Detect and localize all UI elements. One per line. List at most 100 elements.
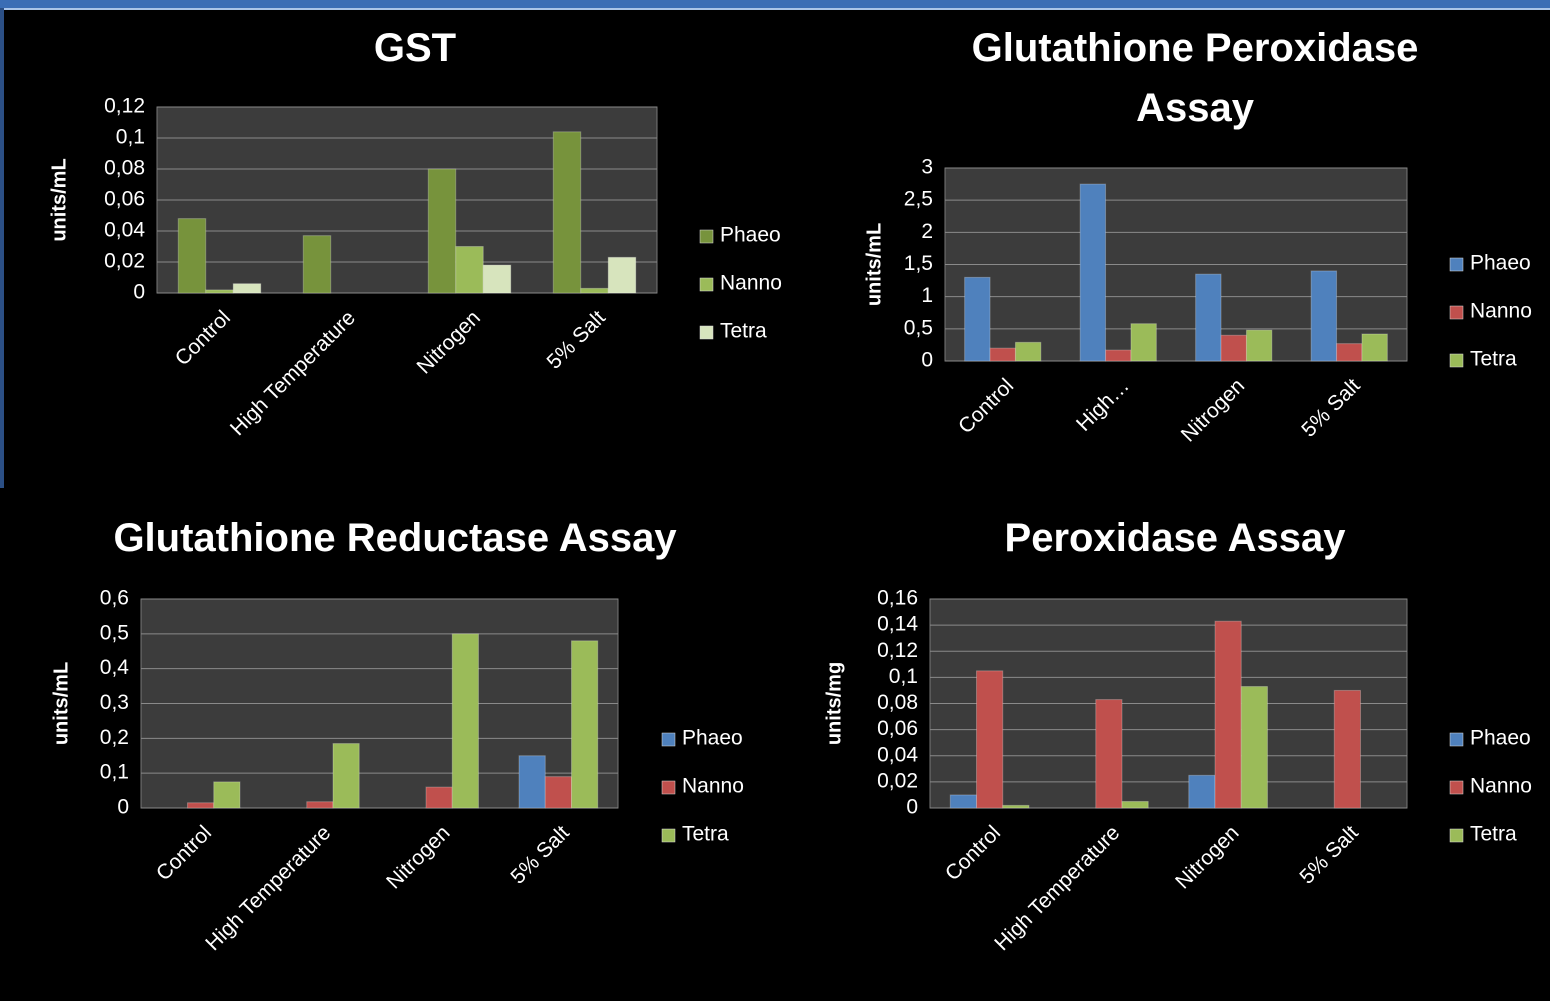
x-tick-label: Control — [152, 821, 216, 885]
bar — [427, 168, 457, 294]
bar — [187, 802, 215, 809]
legend-swatch — [661, 780, 676, 795]
bar — [518, 755, 546, 809]
x-tick-label: Nitrogen — [1177, 374, 1249, 446]
bar — [1361, 333, 1388, 362]
bar — [1310, 270, 1338, 362]
x-tick-label: Nitrogen — [382, 821, 454, 893]
y-tick-label: 2,5 — [904, 188, 933, 211]
legend-swatch — [699, 229, 714, 244]
x-tick-label: High Temperature — [226, 306, 360, 440]
x-tick-label: Nitrogen — [1171, 821, 1243, 893]
y-tick-label: 0,02 — [104, 250, 145, 273]
bar — [964, 276, 991, 362]
x-tick-label: 5% Salt — [1297, 374, 1365, 442]
legend-label: Nanno — [682, 775, 744, 798]
legend-swatch — [661, 828, 676, 843]
y-tick-label: 2 — [921, 220, 933, 243]
bar — [482, 264, 512, 294]
legend-label: Nanno — [720, 272, 782, 295]
bar — [1121, 800, 1149, 809]
y-tick-label: 0,06 — [877, 717, 918, 740]
y-axis-label: units/mL — [863, 223, 885, 306]
legend-label: Tetra — [682, 823, 729, 846]
x-tick-label: High Temperature — [201, 821, 335, 955]
y-tick-label: 0,04 — [877, 743, 918, 766]
x-tick-label: Control — [941, 821, 1005, 885]
bar — [976, 670, 1004, 809]
bar — [1095, 699, 1123, 809]
legend-label: Phaeo — [1470, 252, 1531, 275]
bar — [580, 287, 609, 294]
y-tick-label: 0,5 — [904, 316, 933, 339]
bar — [1220, 334, 1247, 362]
x-tick-label: 5% Salt — [1295, 821, 1363, 889]
y-tick-label: 0,04 — [104, 219, 145, 242]
y-tick-label: 0,02 — [877, 769, 918, 792]
x-tick-label: Nitrogen — [413, 306, 485, 378]
y-tick-label: 0,1 — [100, 761, 129, 784]
bar — [232, 283, 262, 294]
x-tick-label: High Temperature — [990, 821, 1124, 955]
bar — [570, 640, 599, 809]
y-tick-label: 0,12 — [877, 639, 918, 662]
legend-label: Tetra — [1470, 348, 1517, 371]
y-tick-label: 0,5 — [100, 621, 129, 644]
x-tick-label: 5% Salt — [543, 306, 611, 374]
legend-label: Phaeo — [1470, 727, 1531, 750]
bar — [1079, 183, 1107, 362]
y-tick-label: 0 — [906, 796, 918, 819]
bar — [607, 256, 637, 294]
left-bar — [0, 8, 4, 488]
legend-label: Phaeo — [720, 224, 781, 247]
y-tick-label: 0,3 — [100, 691, 129, 714]
bar — [455, 246, 484, 294]
bar — [552, 131, 582, 294]
chart-title: Peroxidase Assay — [1004, 516, 1346, 560]
bar — [177, 218, 207, 294]
bar — [1214, 620, 1242, 809]
bar — [302, 235, 332, 294]
y-tick-label: 3 — [921, 156, 933, 179]
y-tick-label: 0,2 — [100, 726, 129, 749]
bar — [425, 786, 453, 809]
legend-swatch — [1449, 828, 1464, 843]
bar — [989, 347, 1016, 362]
bar — [949, 794, 978, 809]
y-tick-label: 0 — [117, 796, 129, 819]
bar — [213, 781, 241, 809]
x-tick-label: Control — [171, 306, 235, 370]
bar — [1195, 273, 1222, 362]
y-axis-label: units/mL — [50, 662, 72, 745]
legend-swatch — [661, 732, 676, 747]
y-tick-label: 0,1 — [889, 665, 918, 688]
y-tick-label: 1,5 — [904, 252, 933, 275]
legend-swatch — [1449, 780, 1464, 795]
chart-title: Glutathione Reductase Assay — [113, 516, 677, 560]
y-tick-label: 0,08 — [104, 157, 145, 180]
legend-swatch — [1449, 353, 1464, 368]
chart-title: Glutathione Peroxidase Assay — [971, 26, 1419, 130]
bar — [1333, 689, 1361, 809]
legend-swatch — [699, 325, 714, 340]
legend-swatch — [1449, 305, 1464, 320]
bar — [451, 633, 479, 809]
legend-label: Nanno — [1470, 300, 1532, 323]
legend-swatch — [1449, 732, 1464, 747]
x-tick-label: 5% Salt — [506, 821, 574, 889]
bar — [205, 289, 234, 294]
x-tick-label: High… — [1072, 374, 1134, 436]
legend-label: Phaeo — [682, 727, 743, 750]
legend-label: Nanno — [1470, 775, 1532, 798]
x-tick-label: Control — [954, 374, 1018, 438]
y-tick-label: 1 — [921, 284, 933, 307]
y-tick-label: 0,14 — [877, 613, 918, 636]
y-axis-label: units/mg — [823, 662, 845, 745]
bar — [332, 743, 360, 809]
bar — [1240, 686, 1268, 809]
bar — [1245, 329, 1273, 362]
y-tick-label: 0,12 — [104, 95, 145, 118]
legend-label: Tetra — [720, 320, 767, 343]
